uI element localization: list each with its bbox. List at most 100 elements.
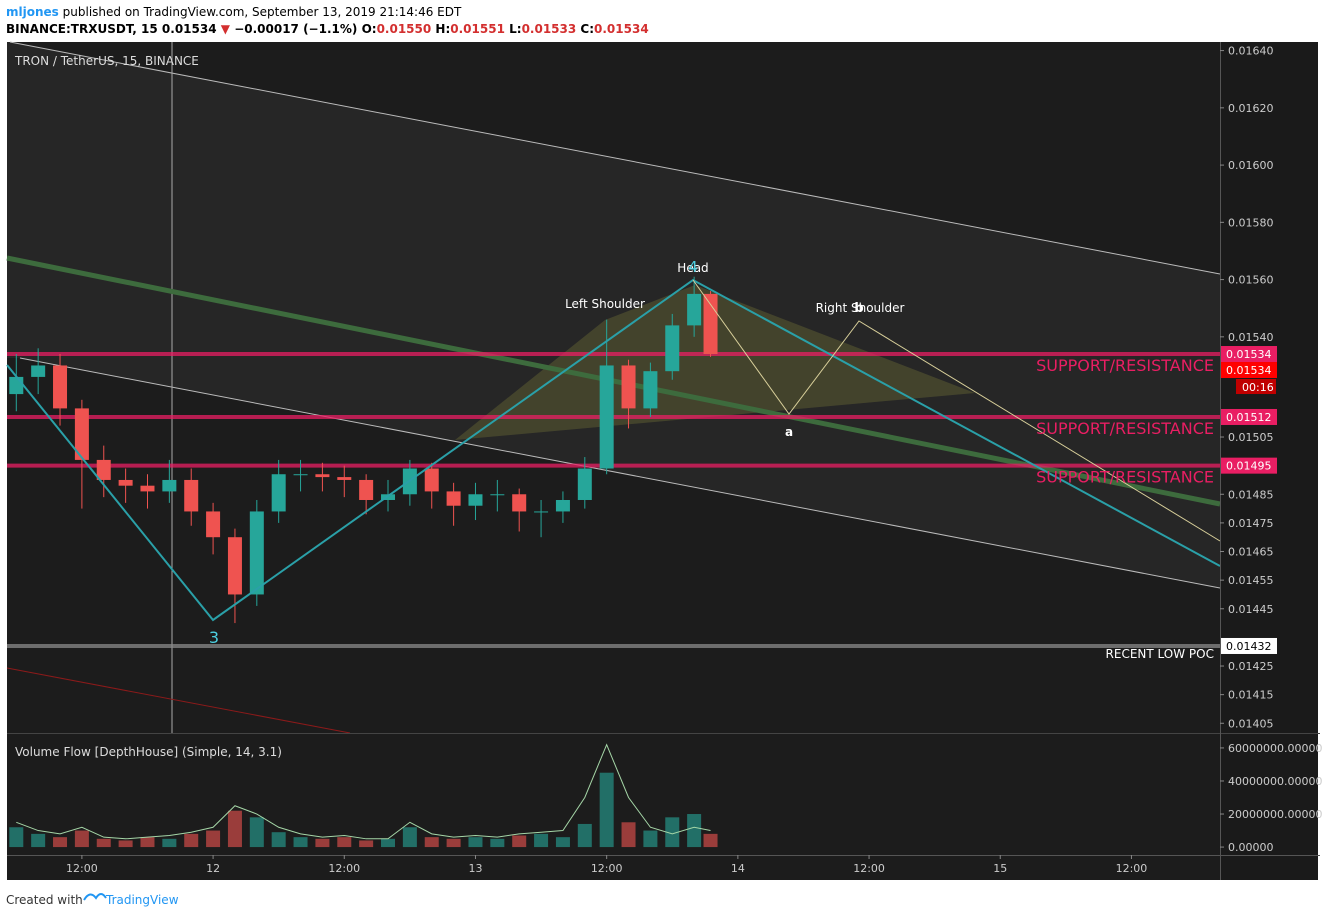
- x-tick-label: 12:00: [853, 862, 885, 875]
- candle-body: [703, 293, 718, 355]
- countdown-tag: [1236, 379, 1276, 395]
- c-label: C:: [580, 22, 595, 36]
- x-tick-label: 12:00: [328, 862, 360, 875]
- level-text: SUPPORT/RESISTANCE: [1036, 468, 1214, 487]
- annotation: Left Shoulder: [565, 297, 645, 311]
- y-tick-label: 0.01580: [1228, 216, 1274, 229]
- volume-bar: [162, 838, 177, 848]
- annotation: b: [854, 301, 863, 316]
- annotation: Head: [677, 261, 708, 275]
- channel: [7, 42, 1220, 588]
- volume-bar: [577, 823, 592, 848]
- x-tick-label: 13: [468, 862, 482, 875]
- price-tag: [1221, 637, 1277, 654]
- vol-tick-label: 40000000.00000: [1228, 775, 1322, 788]
- volume-bar: [74, 830, 89, 848]
- volume-bar: [315, 838, 330, 848]
- candle-body: [9, 376, 24, 395]
- open: 0.01550: [376, 22, 432, 36]
- candle-body: [162, 479, 177, 492]
- l-label: L:: [509, 22, 522, 36]
- y-tick-label: 0.01465: [1228, 546, 1274, 559]
- candle-body: [53, 365, 68, 409]
- volume-title: Volume Flow [DepthHouse] (Simple, 14, 3.…: [15, 745, 282, 759]
- candle-body: [74, 408, 89, 460]
- channel-bottom: [19, 357, 1221, 589]
- candle-body: [315, 474, 330, 478]
- channel-top: [9, 41, 1221, 275]
- footer-brand[interactable]: TradingView: [105, 893, 179, 907]
- volume-bar: [118, 840, 133, 848]
- volume-bar: [490, 838, 505, 848]
- candle-body: [31, 365, 46, 377]
- volume-bar: [703, 833, 718, 848]
- chart-title: TRON / TetherUS, 15, BINANCE: [14, 54, 199, 68]
- y-tick-label: 0.01640: [1228, 45, 1274, 58]
- y-tick-label: 0.01620: [1228, 102, 1274, 115]
- volume-bar: [621, 822, 636, 848]
- volume-bar: [140, 837, 155, 848]
- candle-body: [359, 479, 374, 500]
- y-tick-label: 0.01485: [1228, 488, 1274, 501]
- last-price-tag: [1221, 362, 1277, 379]
- author[interactable]: mljones: [6, 5, 59, 19]
- level-text: SUPPORT/RESISTANCE: [1036, 419, 1214, 438]
- countdown: 00:16: [1242, 381, 1274, 394]
- price-tag: [1221, 408, 1277, 425]
- volume-bar: [293, 837, 308, 848]
- volume-bar: [555, 837, 570, 848]
- volume-bar: [381, 838, 396, 848]
- vol-tick-label: 60000000.00000: [1228, 742, 1322, 755]
- arrow: ▼: [220, 22, 230, 36]
- x-tick-label: 12:00: [591, 862, 623, 875]
- volume-bar: [53, 837, 68, 848]
- x-tick-label: 12:00: [1116, 862, 1148, 875]
- candle-body: [599, 365, 614, 469]
- volume-bar: [512, 835, 527, 848]
- candle-body: [512, 494, 527, 512]
- candle-body: [184, 479, 199, 512]
- x-tick-label: 14: [731, 862, 745, 875]
- candle-body: [534, 511, 549, 513]
- candle-body: [206, 511, 221, 538]
- annotation: a: [785, 425, 793, 439]
- annotation: 4: [688, 258, 698, 276]
- volume-bar: [359, 840, 374, 848]
- volume-bar: [599, 772, 614, 848]
- published: published on TradingView.com, September …: [62, 5, 462, 19]
- volume-bar: [184, 833, 199, 848]
- y-tick-label: 0.01600: [1228, 159, 1274, 172]
- candle-body: [227, 537, 242, 595]
- y-tick-label: 0.01475: [1228, 517, 1274, 530]
- symbol: BINANCE:TRXUSDT, 15: [6, 22, 158, 36]
- annotation: Right Shoulder: [816, 301, 905, 315]
- volume-bar: [96, 838, 111, 848]
- y-tick-label: 0.01455: [1228, 574, 1274, 587]
- candle-body: [577, 468, 592, 500]
- candle-body: [293, 474, 308, 476]
- volume-bar: [468, 837, 483, 848]
- h-label: H:: [435, 22, 451, 36]
- annotation: 3: [209, 628, 219, 647]
- price-tag-label: 0.01512: [1226, 411, 1272, 424]
- price-tag-label: 0.01495: [1226, 460, 1272, 473]
- volume-bar: [665, 817, 680, 848]
- projection-line: [692, 279, 1221, 542]
- volume-bar: [9, 827, 24, 848]
- candle-body: [643, 371, 658, 409]
- candle-body: [424, 468, 439, 492]
- candle-body: [271, 474, 286, 512]
- volume-bar: [271, 832, 286, 848]
- candle-body: [468, 494, 483, 506]
- vol-tick-label: 20000000.00000: [1228, 808, 1322, 821]
- level-text: SUPPORT/RESISTANCE: [1036, 356, 1214, 375]
- price-tag-label: 0.01534: [1226, 348, 1272, 361]
- volume-bar: [402, 827, 417, 848]
- vol-tick-label: 0.00000: [1228, 841, 1274, 854]
- logo: [83, 893, 107, 901]
- o-label: O:: [361, 22, 377, 36]
- last-price-label: 0.01534: [1226, 364, 1272, 377]
- last: 0.01534: [161, 22, 217, 36]
